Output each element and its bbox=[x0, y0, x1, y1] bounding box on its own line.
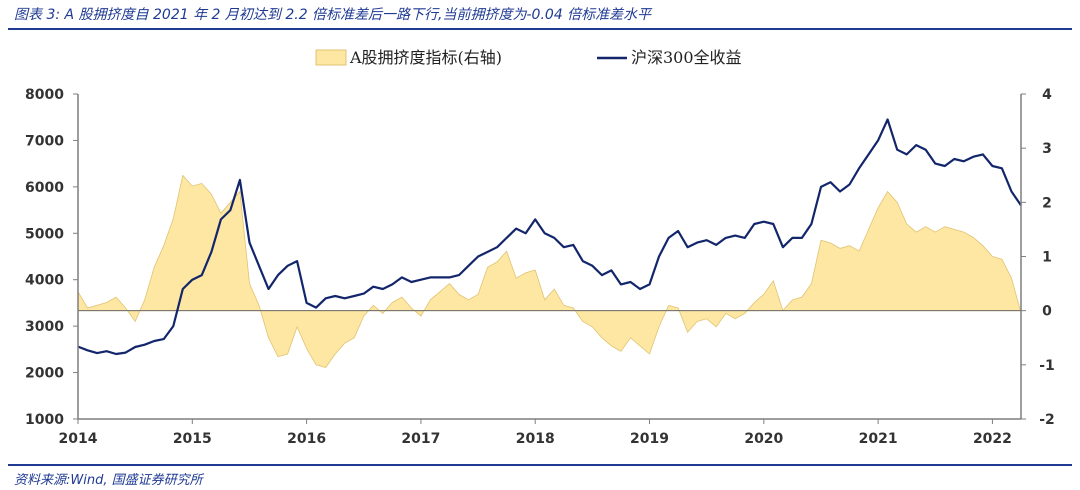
x-tick-label: 2022 bbox=[973, 431, 1012, 447]
plot-area bbox=[77, 118, 1022, 368]
x-tick-label: 2019 bbox=[630, 431, 669, 447]
figure-source: 资料来源:Wind, 国盛证券研究所 bbox=[14, 473, 203, 488]
y-right-tick-label: -1 bbox=[1039, 358, 1055, 374]
x-tick-label: 2016 bbox=[287, 431, 326, 447]
y-left-tick-label: 2000 bbox=[25, 366, 64, 382]
x-tick-label: 2021 bbox=[859, 431, 898, 447]
x-tick-label: 2014 bbox=[59, 431, 98, 447]
x-axis-ticks: 2014 2015 2016 2017 2018 2019 2020 2021 2022 bbox=[59, 419, 1012, 447]
crowding-vs-csi300-chart: A股拥挤度指标(右轴) 沪深300全收益 2014 2015 2016 2017 201… bbox=[25, 48, 1055, 447]
series-area-crowding bbox=[77, 174, 1022, 368]
series-line-csi300 bbox=[77, 118, 1022, 356]
y-right-tick-label: 3 bbox=[1042, 141, 1052, 157]
chart-legend: A股拥挤度指标(右轴) 沪深300全收益 bbox=[315, 48, 742, 67]
legend-label-crowding: A股拥挤度指标(右轴) bbox=[349, 48, 502, 67]
y-right-tick-label: 1 bbox=[1042, 250, 1052, 266]
y-left-tick-label: 3000 bbox=[25, 319, 64, 335]
x-tick-label: 2018 bbox=[516, 431, 555, 447]
y-left-tick-label: 1000 bbox=[25, 412, 64, 428]
y-right-tick-label: 0 bbox=[1042, 304, 1052, 320]
source-rule bbox=[8, 464, 1072, 466]
x-tick-label: 2020 bbox=[744, 431, 783, 447]
y-right-axis-ticks: -2 -1 0 1 2 3 4 bbox=[1021, 87, 1055, 428]
x-tick-label: 2017 bbox=[401, 431, 440, 447]
y-left-tick-label: 5000 bbox=[25, 226, 64, 242]
x-tick-label: 2015 bbox=[173, 431, 212, 447]
y-left-tick-label: 8000 bbox=[25, 87, 64, 103]
legend-label-csi300: 沪深300全收益 bbox=[631, 48, 742, 67]
y-left-tick-label: 7000 bbox=[25, 133, 64, 149]
y-right-tick-label: -2 bbox=[1039, 412, 1055, 428]
title-rule bbox=[8, 28, 1072, 30]
y-left-axis-ticks: 1000 2000 3000 4000 5000 6000 7000 8000 bbox=[25, 87, 78, 428]
y-right-tick-label: 2 bbox=[1042, 195, 1052, 211]
y-right-tick-label: 4 bbox=[1042, 87, 1052, 103]
y-left-tick-label: 6000 bbox=[25, 180, 64, 196]
figure-title: 图表 3: A 股拥挤度自 2021 年 2 月初达到 2.2 倍标准差后一路下… bbox=[14, 7, 652, 23]
y-left-tick-label: 4000 bbox=[25, 273, 64, 289]
legend-swatch-area bbox=[315, 49, 347, 66]
